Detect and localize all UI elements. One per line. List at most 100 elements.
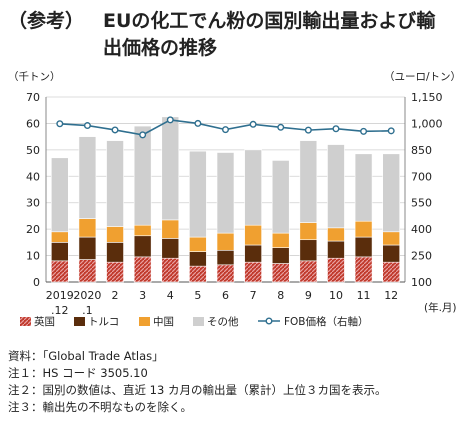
- x-tick-label: 2020: [73, 289, 101, 302]
- bar-segment: [189, 150, 207, 238]
- x-tick-label: 2: [112, 289, 119, 302]
- bar-segment: [327, 144, 345, 229]
- bar-segment: [271, 160, 290, 234]
- x-tick-label: .12: [51, 304, 69, 317]
- bar-segment: [216, 264, 235, 283]
- source-note: 資料：「Global Trade Atlas」: [8, 349, 164, 363]
- legend-label: FOB価格（右軸）: [284, 315, 369, 328]
- x-tick-label: 8: [277, 289, 284, 302]
- fob-price-point: [83, 122, 91, 130]
- fob-price-point: [360, 127, 368, 135]
- note-2: 注２：国別の数値は、直近 13 カ月の輸出量（累計）上位３カ国を表示。: [8, 383, 387, 397]
- bar-segment: [78, 136, 97, 219]
- legend-label: 英国: [34, 315, 55, 328]
- y-tick-label: 0: [33, 276, 40, 289]
- y2-tick-label: 700: [411, 170, 432, 183]
- fob-price-point: [56, 120, 64, 128]
- bar-segment: [216, 152, 235, 234]
- bar-segment: [244, 261, 262, 283]
- x-tick-label: 4: [167, 289, 174, 302]
- legend-swatch: [193, 317, 204, 326]
- note-3: 注３：輸出先の不明なものを除く。: [8, 400, 192, 414]
- y-tick-label: 60: [26, 117, 40, 130]
- bar-segment: [216, 249, 235, 266]
- legend-label: その他: [207, 315, 239, 328]
- y-axis-unit: （千トン）: [8, 71, 61, 83]
- bar-segment: [106, 226, 124, 243]
- bar-segment: [354, 153, 373, 222]
- x-tick-label: 10: [329, 289, 343, 302]
- bar-segment: [106, 140, 124, 227]
- x-tick-label: 3: [139, 289, 146, 302]
- fob-price-point: [277, 123, 285, 131]
- bar-segment: [78, 259, 97, 283]
- fob-price-point: [194, 119, 202, 127]
- bar-segment: [244, 244, 262, 263]
- bar-segment: [354, 220, 373, 238]
- title-line-1: EUの化工でん粉の国別輸出量および輸: [103, 10, 436, 32]
- fob-price-point: [139, 131, 147, 139]
- y2-tick-label: 550: [411, 197, 432, 210]
- y2-axis-unit: （ユーロ/トン）: [384, 71, 461, 83]
- bar-segment: [78, 218, 97, 238]
- y-tick-label: 70: [26, 91, 40, 104]
- legend-swatch: [20, 317, 31, 326]
- x-tick-label: 12: [384, 289, 398, 302]
- bar-segment: [133, 256, 152, 283]
- fob-price-point: [304, 126, 312, 134]
- bar-segment: [133, 125, 152, 226]
- y-tick-label: 40: [26, 170, 40, 183]
- x-tick-label: .1: [82, 304, 93, 317]
- bar-segment: [189, 251, 207, 267]
- note-1: 注１：HS コード 3505.10: [8, 366, 148, 380]
- y2-tick-label: 1,150: [411, 91, 443, 104]
- footnotes: 資料：「Global Trade Atlas」 注１：HS コード 3505.1…: [8, 348, 386, 416]
- legend-label: 中国: [153, 315, 174, 328]
- x-axis-unit: (年.月): [424, 301, 457, 314]
- x-tick-label: 9: [305, 289, 312, 302]
- bar-segment: [244, 224, 262, 246]
- fob-price-point: [387, 127, 395, 135]
- y-tick-label: 50: [26, 144, 40, 157]
- fob-price-point: [111, 126, 119, 134]
- bar-segment: [133, 224, 152, 237]
- fob-price-point: [332, 125, 340, 133]
- title-line-2: 出価格の推移: [103, 37, 218, 59]
- bar-segment: [354, 236, 373, 258]
- y2-tick-label: 850: [411, 144, 432, 157]
- bar-segment: [161, 116, 180, 221]
- bar-segment: [133, 235, 152, 258]
- bar-segment: [299, 239, 318, 262]
- x-tick-label: 7: [250, 289, 257, 302]
- bar-segment: [299, 222, 318, 241]
- bar-segment: [382, 261, 400, 283]
- title-prefix: （参考）: [8, 10, 85, 32]
- bar-segment: [161, 238, 180, 259]
- bar-segment: [51, 260, 69, 283]
- bar-segment: [78, 236, 97, 260]
- bar-segment: [51, 157, 69, 233]
- bar-segment: [354, 256, 373, 283]
- bar-segment: [382, 244, 400, 263]
- bar-segment: [271, 263, 290, 283]
- bar-segment: [327, 240, 345, 259]
- bar-segment: [271, 247, 290, 264]
- bar-segment: [244, 149, 262, 226]
- bar-segment: [51, 242, 69, 262]
- x-tick-label: 2019: [46, 289, 74, 302]
- y2-tick-label: 400: [411, 223, 432, 236]
- y2-tick-label: 100: [411, 276, 432, 289]
- bar-segment: [327, 257, 345, 283]
- bar-segment: [382, 231, 400, 246]
- legend-swatch: [74, 317, 85, 326]
- legend-swatch: [139, 317, 150, 326]
- x-tick-label: 6: [222, 289, 229, 302]
- stacked-bar-chart: 0 10 20 30 40 50 60 70 100 250 400 550 700 850 1,000 1,…: [8, 71, 461, 328]
- bar-segment: [106, 261, 124, 283]
- bar-segment: [161, 219, 180, 239]
- bar-segment: [216, 232, 235, 251]
- legend-label: トルコ: [88, 316, 119, 328]
- bar-segment: [189, 265, 207, 283]
- bar-segment: [161, 257, 180, 283]
- x-tick-label: 11: [357, 289, 371, 302]
